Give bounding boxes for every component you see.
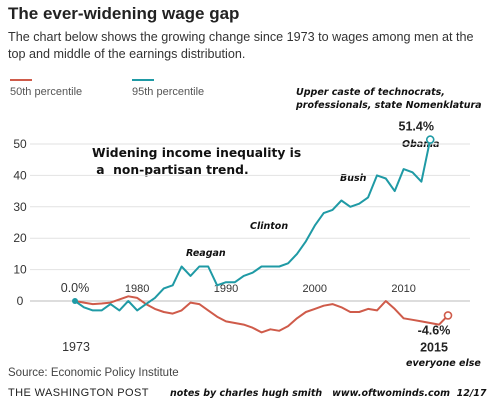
credit-note: notes by charles hugh smith www.oftwomin… (170, 388, 487, 399)
clinton-label: Clinton (250, 221, 289, 232)
series-line-1 (74, 139, 432, 312)
legend-50th: 50th percentile (10, 79, 83, 98)
chart-subtitle: The chart below shows the growing change… (8, 30, 474, 61)
gridlines (30, 143, 470, 302)
publisher-brand: THE WASHINGTON POST (8, 387, 149, 399)
start-value-label: 0.0% (61, 281, 90, 295)
series-end-point-1 (425, 135, 435, 144)
y-tick-50: 50 (13, 137, 27, 151)
partisan-callout: Widening income inequality is a non-part… (92, 146, 302, 177)
x-tick-2000: 2000 (303, 283, 327, 295)
legend-50th-label: 50th percentile (10, 86, 83, 98)
legend-50th-swatch (10, 79, 32, 81)
legend-95th: 95th percentile (132, 79, 205, 98)
legend-95th-label: 95th percentile (132, 86, 205, 98)
series-line-0 (74, 295, 449, 334)
x-tick-2010: 2010 (391, 283, 415, 295)
y-tick-labels: 0 10 20 30 40 50 (13, 137, 27, 308)
series-end-label-1: 51.4% (399, 120, 434, 134)
legend-95th-swatch (132, 79, 154, 81)
reagan-label: Reagan (186, 248, 226, 259)
everyone-else-label: everyone else (406, 358, 481, 369)
series-lines (72, 135, 453, 334)
x-tick-1990: 1990 (214, 283, 238, 295)
series-end-year-0: 2015 (420, 340, 448, 354)
chart-title: The ever-widening wage gap (8, 4, 240, 23)
source-note: Source: Economic Policy Institute (8, 367, 179, 379)
x-tick-start: 1973 (62, 340, 90, 354)
y-tick-0: 0 (17, 294, 24, 308)
y-tick-40: 40 (13, 168, 27, 182)
y-tick-20: 20 (13, 231, 27, 245)
upper-caste-note: Upper caste of technocrats, professional… (296, 87, 482, 111)
data-labels: 0.0% -4.6% 2015 51.4% (61, 120, 451, 355)
start-point (72, 298, 78, 304)
series-end-label-0: -4.6% (418, 323, 451, 337)
y-tick-10: 10 (13, 263, 27, 277)
x-tick-labels: 1980 1990 2000 2010 1973 (62, 283, 416, 354)
x-tick-1980: 1980 (125, 283, 149, 295)
bush-label: Bush (340, 173, 367, 184)
y-tick-30: 30 (13, 200, 27, 214)
series-end-point-0 (443, 311, 453, 320)
